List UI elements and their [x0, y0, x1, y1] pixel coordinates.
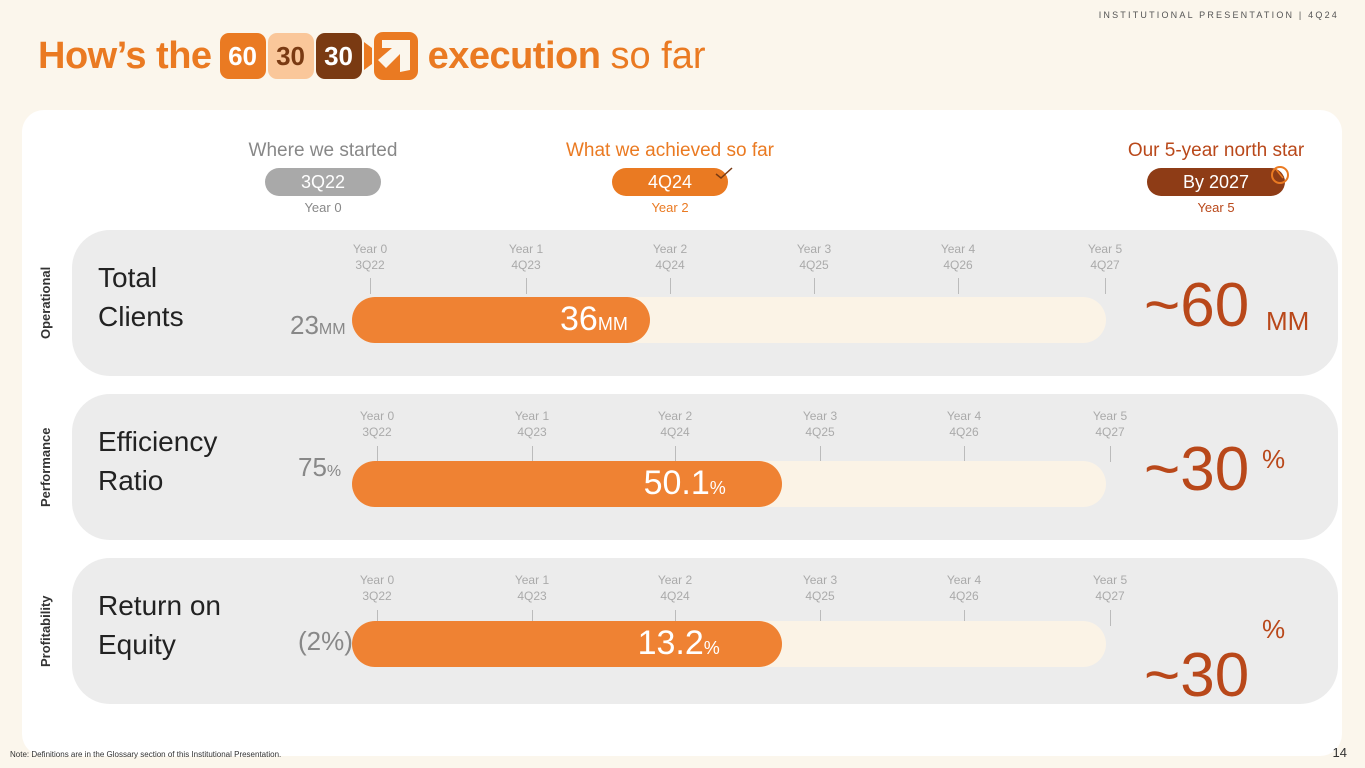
target-circle-icon [1271, 166, 1290, 184]
title-suffix-bold: execution [427, 34, 601, 77]
category-operational: Operational [38, 266, 53, 340]
logo-chip-30-b: 30 [315, 33, 362, 79]
row-total-clients: Total Clients Year 0 3Q22 Year 1 4Q23 Year… [72, 230, 1338, 376]
footnote: Note: Definitions are in the Glossary se… [10, 750, 282, 759]
target-value: ~30 [1144, 435, 1250, 504]
start-value: (2%) [298, 626, 353, 656]
started-pill: 3Q22 [264, 168, 382, 196]
tick-year-1: Year 1 4Q23 [514, 409, 550, 439]
tick-year-0: Year 0 3Q22 [352, 242, 388, 272]
target-pill: By 2027 [1146, 166, 1290, 196]
logo-chip-30-a: 30 [267, 33, 314, 79]
checkmark-icon [715, 167, 733, 179]
current-value: 50.1% [643, 464, 726, 502]
achieved-pill: 4Q24 [611, 167, 733, 196]
tick-year-3: Year 3 4Q25 [802, 409, 838, 439]
metric-line1: Return on [98, 590, 221, 621]
page-number: 14 [1332, 745, 1347, 760]
target-unit: % [1262, 444, 1286, 474]
metric-line2: Ratio [98, 465, 164, 496]
target-unit: % [1262, 614, 1286, 644]
tick-year-2: Year 2 4Q24 [657, 409, 693, 439]
target-unit: MM [1266, 306, 1310, 336]
started-year: Year 0 [304, 200, 342, 215]
progress-fill: 36MM [352, 297, 650, 343]
title-prefix: How’s the [38, 34, 212, 77]
metric-line2: Equity [98, 629, 176, 660]
header-what-we-achieved: What we achieved so far 4Q24 Year 2 [545, 140, 795, 215]
tick-year-4: Year 4 4Q26 [946, 573, 982, 603]
current-value: 13.2% [637, 624, 720, 662]
header-where-we-started: Where we started 3Q22 Year 0 [223, 140, 423, 215]
metric-line1: Total [98, 262, 158, 293]
target-pill-text: By 2027 [1182, 172, 1250, 192]
progress-track: 13.2% [352, 621, 1106, 667]
tick-year-4: Year 4 4Q26 [940, 242, 976, 272]
category-profitability: Profitability [38, 595, 53, 667]
category-performance: Performance [38, 427, 53, 507]
metric-label: Return on Equity [98, 586, 298, 664]
tick-year-4: Year 4 4Q26 [946, 409, 982, 439]
title-suffix-light: so far [610, 34, 706, 77]
target-label: Our 5-year north star [1127, 140, 1305, 161]
progress-fill: 50.1% [352, 461, 782, 507]
achieved-label: What we achieved so far [565, 140, 775, 161]
header-north-star: Our 5-year north star By 2027 Year 5 [1106, 140, 1326, 215]
row-efficiency-ratio: Efficiency Ratio Year 0 3Q22 Year 1 4Q23 Y… [72, 394, 1338, 540]
tick-year-1: Year 1 4Q23 [508, 242, 544, 272]
tick-year-1: Year 1 4Q23 [514, 573, 550, 603]
logo-arrow-icon [363, 32, 418, 80]
started-label: Where we started [248, 140, 398, 161]
tick-year-5: Year 5 4Q27 [1092, 409, 1128, 439]
logo-chip-60: 60 [219, 33, 266, 79]
tick-year-0: Year 0 3Q22 [359, 573, 395, 603]
metric-label: Efficiency Ratio [98, 422, 298, 500]
progress-track: 50.1% [352, 461, 1106, 507]
achieved-pill-text: 4Q24 [647, 172, 693, 192]
target-year: Year 5 [1197, 200, 1235, 215]
document-label: INSTITUTIONAL PRESENTATION | 4Q24 [1098, 10, 1339, 20]
tick-year-2: Year 2 4Q24 [657, 573, 693, 603]
tick-year-3: Year 3 4Q25 [802, 573, 838, 603]
tick-year-3: Year 3 4Q25 [796, 242, 832, 272]
tick-year-5: Year 5 4Q27 [1087, 242, 1123, 272]
start-value: 75% [298, 452, 342, 482]
tick-year-0: Year 0 3Q22 [359, 409, 395, 439]
metric-line1: Efficiency [98, 426, 218, 457]
current-value: 36MM [560, 300, 628, 338]
progress-fill: 13.2% [352, 621, 782, 667]
metric-line2: Clients [98, 301, 184, 332]
target-value: ~60 [1144, 271, 1250, 340]
tick-year-5: Year 5 4Q27 [1092, 573, 1128, 603]
row-return-on-equity: Return on Equity Year 0 3Q22 Year 1 4Q23 Y… [72, 558, 1338, 710]
metric-label: Total Clients [98, 258, 298, 336]
tick-year-2: Year 2 4Q24 [652, 242, 688, 272]
start-value: 23MM [290, 310, 346, 340]
achieved-year: Year 2 [651, 200, 689, 215]
page-title: How’s the 60 30 30 execution so far [38, 28, 706, 84]
target-value: ~30 [1144, 641, 1250, 710]
progress-track: 36MM [352, 297, 1106, 343]
603030-logo: 60 30 30 [219, 32, 418, 80]
